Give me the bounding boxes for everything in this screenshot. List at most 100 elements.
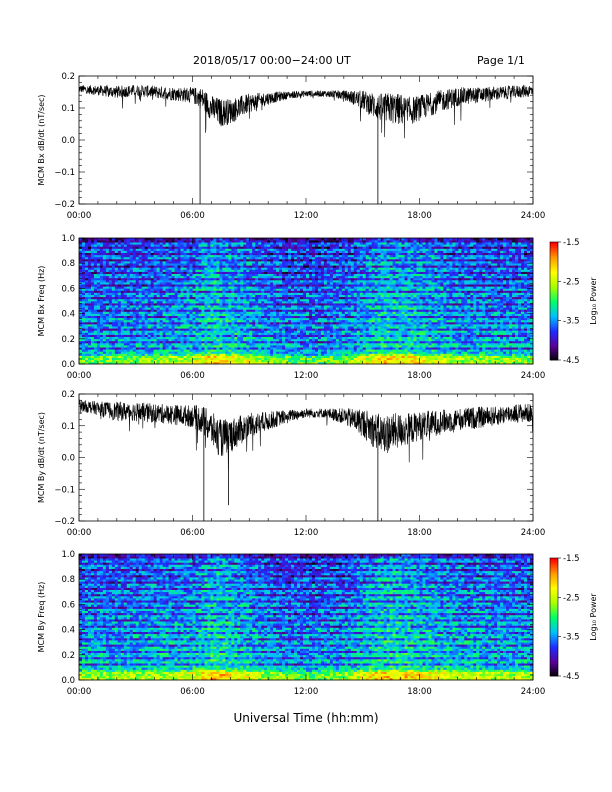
heat-cell <box>186 292 190 295</box>
heat-cell <box>171 307 175 310</box>
heat-cell <box>243 315 247 319</box>
heat-cell <box>267 332 271 335</box>
heat-cell <box>84 332 89 335</box>
heat-cell <box>162 246 166 249</box>
heat-cell <box>93 286 98 289</box>
heat-cell <box>105 267 110 270</box>
heat-cell <box>96 347 101 350</box>
heat-cell <box>129 349 134 352</box>
heat-cell <box>231 273 235 277</box>
heat-cell <box>201 267 205 270</box>
heat-cell <box>297 275 301 279</box>
heat-cell <box>249 332 253 335</box>
heat-cell <box>105 240 110 243</box>
heat-cell <box>141 248 146 251</box>
heat-cell <box>123 280 128 283</box>
heat-cell <box>180 269 184 272</box>
heat-cell <box>311 282 316 285</box>
heat-cell <box>141 303 146 306</box>
heat-cell <box>255 240 259 243</box>
heat-cell <box>186 298 190 302</box>
heat-cell <box>79 261 83 264</box>
heat-cell <box>90 355 95 358</box>
heat-cell <box>177 259 181 262</box>
heat-cell <box>308 353 313 356</box>
heat-cell <box>84 317 89 321</box>
heat-cell <box>306 280 310 283</box>
heat-cell <box>183 267 187 270</box>
heat-cell <box>117 294 122 298</box>
heat-cell <box>261 315 265 319</box>
heat-cell <box>261 305 265 308</box>
heat-cell <box>240 282 244 285</box>
heat-cell <box>162 334 166 337</box>
heat-cell <box>282 349 286 352</box>
heat-cell <box>234 345 238 348</box>
heat-cell <box>258 353 262 356</box>
heat-cell <box>207 263 211 266</box>
heat-cell <box>294 332 298 335</box>
heat-cell <box>314 252 319 256</box>
heat-cell <box>171 317 175 321</box>
heat-cell <box>108 275 113 279</box>
heat-cell <box>291 345 295 348</box>
heat-cell <box>174 259 178 262</box>
heat-cell <box>267 355 271 358</box>
heat-cell <box>114 326 119 329</box>
heat-cell <box>308 328 313 331</box>
heat-cell <box>123 277 128 281</box>
heat-cell <box>79 317 83 321</box>
heat-cell <box>243 284 247 287</box>
heat-cell <box>276 290 280 293</box>
heat-cell <box>320 345 325 348</box>
heat-cell <box>204 319 208 323</box>
heat-cell <box>87 242 92 245</box>
heat-cell <box>222 280 226 283</box>
heat-cell <box>144 307 148 310</box>
heat-cell <box>105 361 110 365</box>
heat-cell <box>225 317 229 321</box>
heat-cell <box>183 282 187 285</box>
heat-cell <box>237 309 241 312</box>
heat-cell <box>147 349 151 352</box>
heat-cell <box>168 343 172 346</box>
heat-cell <box>102 254 107 258</box>
heat-cell <box>111 301 116 304</box>
heat-cell <box>99 252 104 256</box>
heat-cell <box>105 303 110 306</box>
heat-cell <box>264 282 268 285</box>
heat-cell <box>96 294 101 298</box>
heat-cell <box>141 338 146 342</box>
heat-cell <box>303 265 307 268</box>
heat-cell <box>204 286 208 289</box>
heat-cell <box>186 259 190 262</box>
heat-cell <box>285 275 289 279</box>
heat-cell <box>114 319 119 323</box>
heat-cell <box>180 313 184 316</box>
heat-cell <box>120 288 125 291</box>
heat-cell <box>150 259 154 262</box>
heat-cell <box>300 290 304 293</box>
heat-cell <box>96 301 101 304</box>
heat-cell <box>147 328 151 331</box>
heat-cell <box>99 298 104 302</box>
heat-cell <box>291 292 295 295</box>
heat-cell <box>129 259 134 262</box>
heat-cell <box>132 305 137 308</box>
heat-cell <box>282 263 286 266</box>
heat-cell <box>308 286 313 289</box>
heat-cell <box>234 340 238 344</box>
heat-cell <box>210 290 214 293</box>
heat-cell <box>246 275 250 279</box>
heat-cell <box>311 359 316 363</box>
heat-cell <box>79 294 83 298</box>
heat-cell <box>102 355 107 358</box>
heat-cell <box>159 286 163 289</box>
heat-cell <box>279 349 283 352</box>
heat-cell <box>99 353 104 356</box>
heat-cell <box>183 248 187 251</box>
heat-cell <box>165 261 169 264</box>
heat-cell <box>216 313 220 316</box>
heat-cell <box>308 305 313 308</box>
heat-cell <box>120 349 125 352</box>
